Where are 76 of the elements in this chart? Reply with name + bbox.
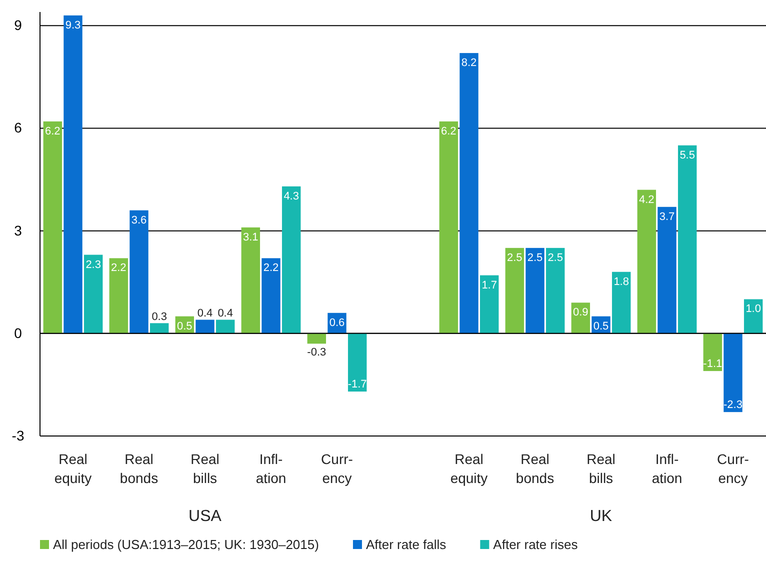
legend-label: After rate rises — [493, 537, 578, 552]
y-tick-label: 6 — [14, 120, 22, 136]
bar — [612, 272, 631, 334]
bar — [282, 186, 301, 334]
bar — [84, 254, 103, 334]
data-label: 3.7 — [659, 210, 675, 223]
data-label: 8.2 — [461, 57, 477, 70]
x-tick-label: Real equity — [450, 451, 488, 486]
data-label: 0.3 — [152, 311, 167, 324]
data-label: 1.7 — [482, 279, 497, 292]
data-label: 1.8 — [614, 276, 629, 288]
data-label: 6.2 — [441, 125, 456, 138]
bar — [658, 206, 676, 334]
bar — [460, 53, 478, 334]
x-tick-label: Real bills — [586, 451, 616, 486]
bar — [724, 333, 742, 412]
bar — [439, 121, 458, 334]
bar — [43, 121, 62, 334]
data-label: 0.5 — [593, 320, 609, 332]
bar — [678, 145, 697, 334]
data-label: 2.5 — [527, 252, 543, 264]
data-label: 3.6 — [131, 214, 147, 226]
text: UK — [590, 508, 612, 525]
x-tick-label: Real bonds — [120, 451, 158, 486]
y-tick-label: 3 — [14, 222, 22, 238]
bar — [109, 258, 128, 334]
data-label: 1.0 — [746, 303, 761, 316]
data-label: 2.2 — [111, 262, 126, 274]
x-tick-label: Infl- ation — [652, 451, 682, 486]
data-label: 2.2 — [263, 262, 279, 274]
bar — [703, 333, 722, 372]
x-tick-label: Infl- ation — [256, 451, 286, 486]
data-label: 2.5 — [548, 252, 563, 264]
x-tick-label: Real bonds — [516, 451, 554, 486]
data-label: 0.6 — [329, 316, 345, 329]
bar — [546, 248, 565, 334]
data-label: 6.2 — [45, 125, 60, 138]
data-label: 0.4 — [197, 308, 213, 320]
data-label: 2.3 — [86, 258, 101, 271]
bar — [196, 320, 214, 334]
bar — [216, 320, 235, 334]
text: USA — [188, 508, 222, 525]
legend-label: After rate falls — [366, 537, 447, 552]
data-label: 3.1 — [243, 231, 258, 244]
y-tick-label: 9 — [14, 17, 22, 34]
data-label: 5.5 — [680, 149, 695, 162]
data-label: 0.5 — [177, 320, 192, 332]
data-label: 4.3 — [284, 190, 299, 202]
bar — [130, 210, 148, 334]
data-label: 0.4 — [218, 308, 233, 320]
data-label: -1.1 — [703, 358, 722, 370]
bar — [241, 227, 260, 334]
data-label: 4.2 — [639, 194, 654, 206]
bar — [64, 15, 82, 334]
x-tick-label: Curr- ency — [321, 451, 354, 486]
bar — [150, 323, 169, 334]
data-label: 9.3 — [65, 19, 81, 32]
legend-label: All periods (USA:1913–2015; UK: 1930–2015) — [53, 537, 319, 552]
bar — [348, 333, 367, 392]
x-tick-label: Real equity — [54, 451, 92, 486]
data-label: -0.3 — [307, 346, 326, 359]
x-tick-label: Curr- ency — [717, 451, 750, 486]
x-tick-label: Real bills — [190, 451, 220, 486]
data-label: -2.3 — [724, 399, 742, 412]
bar — [744, 299, 763, 334]
y-tick-label: 0 — [14, 324, 22, 341]
y-tick-label: -3 — [12, 427, 24, 444]
bar — [637, 190, 656, 334]
bar — [505, 248, 524, 334]
data-label: 2.5 — [507, 252, 522, 264]
bar — [262, 258, 280, 334]
data-label: 0.9 — [573, 306, 588, 319]
bar — [480, 275, 499, 334]
bar — [526, 248, 544, 334]
bar — [307, 333, 326, 344]
data-label: -1.7 — [348, 378, 367, 391]
